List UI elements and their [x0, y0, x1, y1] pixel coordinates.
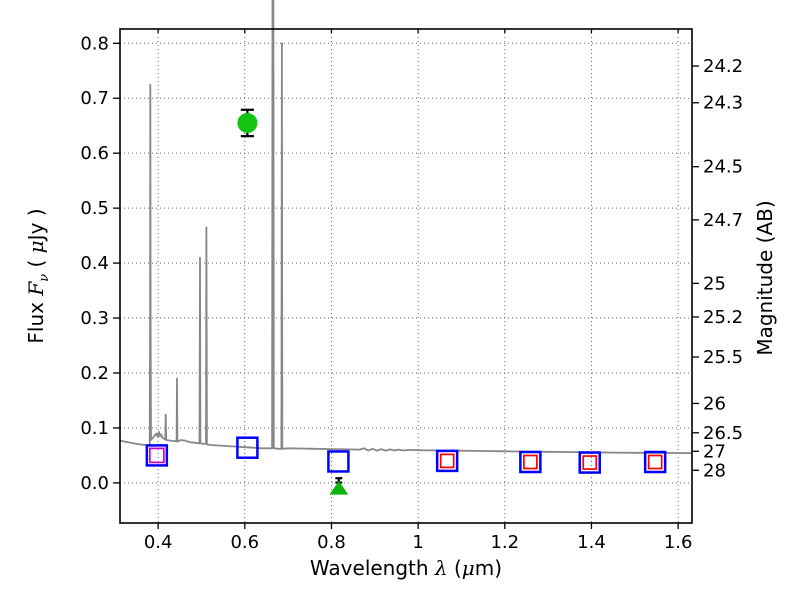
model-photometry-squares-marker [519, 450, 542, 474]
y-tick-label-right: 24.7 [703, 210, 743, 231]
x-tick-label: 1 [412, 532, 423, 553]
x-tick-label: 1.4 [577, 532, 606, 553]
y-tick-label-right: 24.3 [703, 93, 743, 114]
plot-border [119, 28, 693, 524]
y-tick-label-left: 0.2 [80, 363, 109, 384]
model-photometry-squares-marker [435, 449, 459, 473]
y-tick-label-left: 0.1 [80, 418, 109, 439]
y-tick-label-left: 0.6 [80, 143, 109, 164]
model-photometry-squares-marker [578, 451, 601, 474]
observed-photometry-magenta-square-marker [148, 447, 165, 464]
y-tick-label-left: 0.5 [80, 198, 109, 219]
observed-photometry-red-squares-marker [523, 454, 538, 470]
y-axis-label-left: Flux Fν ( μJy ) [24, 208, 52, 344]
model-photometry-squares-marker [643, 450, 667, 474]
y-tick-label-right: 25.2 [703, 307, 743, 328]
mu-symbol: μ [461, 556, 475, 580]
y-tick-label-right: 26 [703, 393, 726, 414]
x-tick-label: 1.2 [490, 532, 519, 553]
x-tick-label: 1.6 [664, 532, 693, 553]
detection-green-circle-marker [237, 112, 258, 133]
y-tick-label-right: 25.5 [703, 347, 743, 368]
flux-symbol: F [24, 281, 48, 296]
y-tick-label-right: 24.2 [703, 56, 743, 77]
y-axis-label-right: Magnitude (AB) [753, 200, 777, 356]
y-tick-label-left: 0.4 [80, 253, 109, 274]
nu-subscript: ν [37, 273, 52, 282]
x-tick-label: 0.6 [230, 532, 259, 553]
y-tick-label-right: 24.5 [703, 157, 743, 178]
observed-photometry-red-squares-marker [439, 453, 455, 469]
x-tick-label: 0.4 [144, 532, 173, 553]
upper-limit-green-triangle-marker [329, 480, 349, 495]
y-tick-label-left: 0.0 [80, 473, 109, 494]
x-axis-label: Wavelength λ (μm) [309, 556, 503, 580]
flux-label-text: Flux [24, 295, 48, 344]
y-tick-label-right: 26.5 [703, 423, 743, 444]
y-tick-label-right: 27 [703, 441, 726, 462]
y-tick-label-right: 28 [703, 460, 726, 481]
x-axis-label-text: Wavelength [309, 556, 435, 580]
y-tick-label-left: 0.8 [80, 33, 109, 54]
model-photometry-squares-marker [236, 436, 259, 459]
y-tick-label-right: 25 [703, 273, 726, 294]
mu-symbol: μ [24, 240, 48, 254]
lambda-symbol: λ [434, 556, 448, 580]
x-tick-label: 0.8 [317, 532, 346, 553]
observed-photometry-red-squares-marker [582, 455, 598, 470]
model-photometry-squares-marker [327, 450, 350, 473]
observed-photometry-red-squares-marker [647, 454, 663, 470]
y-tick-label-left: 0.3 [80, 308, 109, 329]
y-tick-label-left: 0.7 [80, 88, 109, 109]
model-photometry-squares-marker [145, 444, 169, 467]
model-spectrum [119, 0, 693, 454]
